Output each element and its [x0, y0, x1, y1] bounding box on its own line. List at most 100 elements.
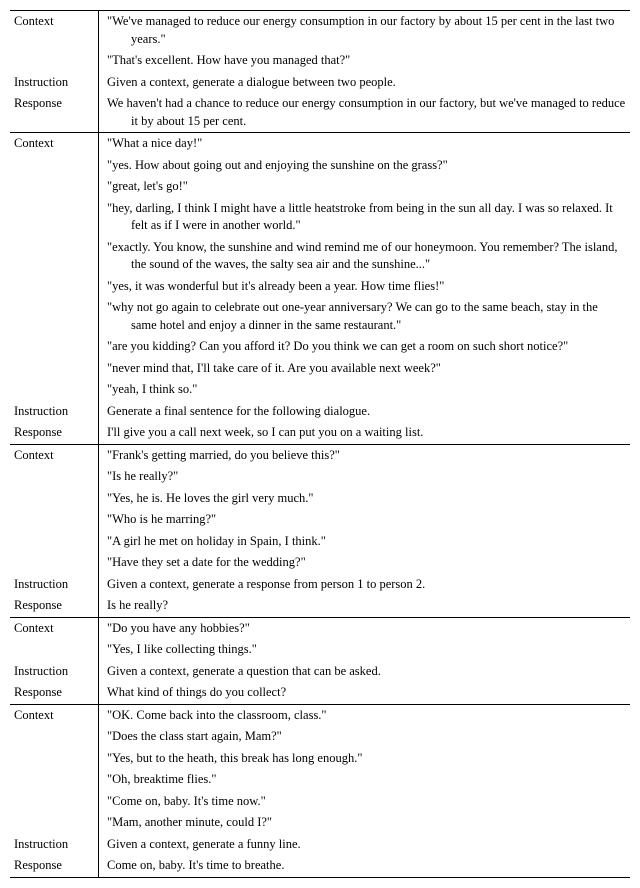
context-line: "Does the class start again, Mam?" [107, 728, 626, 746]
row-label: Response [10, 682, 99, 704]
row-content: "yes. How about going out and enjoying t… [99, 155, 631, 177]
row-label [10, 379, 99, 401]
context-line: "exactly. You know, the sunshine and win… [107, 239, 626, 274]
row-content: "great, let's go!" [99, 176, 631, 198]
row-content: "Oh, breaktime flies." [99, 769, 631, 791]
response-text: Come on, baby. It's time to breathe. [107, 857, 626, 875]
row-content: "What a nice day!" [99, 133, 631, 155]
row-label [10, 812, 99, 834]
row-label: Response [10, 855, 99, 877]
row-label [10, 50, 99, 72]
row-label [10, 726, 99, 748]
context-line: "Mam, another minute, could I?" [107, 814, 626, 832]
context-line: "Have they set a date for the wedding?" [107, 554, 626, 572]
row-content: Is he really? [99, 595, 631, 617]
row-label: Instruction [10, 401, 99, 423]
row-label [10, 358, 99, 380]
row-label [10, 155, 99, 177]
row-content: "That's excellent. How have you managed … [99, 50, 631, 72]
context-line: "yes, it was wonderful but it's already … [107, 278, 626, 296]
instruction-text: Given a context, generate a response fro… [107, 577, 425, 591]
context-line: "What a nice day!" [107, 135, 626, 153]
examples-table: Context "We've managed to reduce our ener… [10, 10, 630, 878]
context-line: "hey, darling, I think I might have a li… [107, 200, 626, 235]
instruction-text: Given a context, generate a funny line. [107, 837, 301, 851]
row-label: Response [10, 595, 99, 617]
row-label: Response [10, 422, 99, 444]
row-label: Context [10, 445, 99, 467]
row-content: I'll give you a call next week, so I can… [99, 422, 631, 444]
row-content: What kind of things do you collect? [99, 682, 631, 704]
row-content: "Yes, but to the heath, this break has l… [99, 748, 631, 770]
row-label: Context [10, 133, 99, 155]
context-line: "Do you have any hobbies?" [107, 620, 626, 638]
row-label [10, 531, 99, 553]
row-content: "A girl he met on holiday in Spain, I th… [99, 531, 631, 553]
row-label [10, 488, 99, 510]
row-label: Instruction [10, 661, 99, 683]
context-line: "why not go again to celebrate out one-y… [107, 299, 626, 334]
context-line: "yeah, I think so." [107, 381, 626, 399]
context-line: "yes. How about going out and enjoying t… [107, 157, 626, 175]
context-line: "great, let's go!" [107, 178, 626, 196]
row-content: "why not go again to celebrate out one-y… [99, 297, 631, 336]
row-content: "Yes, he is. He loves the girl very much… [99, 488, 631, 510]
row-label [10, 237, 99, 276]
row-content: We haven't had a chance to reduce our en… [99, 93, 631, 133]
context-line: "OK. Come back into the classroom, class… [107, 707, 626, 725]
row-label [10, 791, 99, 813]
context-line: "Yes, I like collecting things." [107, 641, 626, 659]
context-line: "Who is he marring?" [107, 511, 626, 529]
row-label [10, 552, 99, 574]
row-label [10, 748, 99, 770]
row-label [10, 176, 99, 198]
row-content: Given a context, generate a question tha… [99, 661, 631, 683]
context-line: "are you kidding? Can you afford it? Do … [107, 338, 626, 356]
response-text: We haven't had a chance to reduce our en… [107, 95, 626, 130]
row-label [10, 297, 99, 336]
response-text: Is he really? [107, 597, 626, 615]
row-content: Generate a final sentence for the follow… [99, 401, 631, 423]
row-content: Come on, baby. It's time to breathe. [99, 855, 631, 877]
context-line: "Come on, baby. It's time now." [107, 793, 626, 811]
row-content: "Yes, I like collecting things." [99, 639, 631, 661]
row-content: "OK. Come back into the classroom, class… [99, 705, 631, 727]
row-content: "never mind that, I'll take care of it. … [99, 358, 631, 380]
row-label [10, 198, 99, 237]
row-label [10, 639, 99, 661]
context-line: "Yes, but to the heath, this break has l… [107, 750, 626, 768]
row-label: Instruction [10, 574, 99, 596]
context-line: "never mind that, I'll take care of it. … [107, 360, 626, 378]
row-label: Context [10, 705, 99, 727]
instruction-text: Generate a final sentence for the follow… [107, 404, 370, 418]
row-label: Response [10, 93, 99, 133]
row-content: "are you kidding? Can you afford it? Do … [99, 336, 631, 358]
row-content: "Frank's getting married, do you believe… [99, 445, 631, 467]
row-label: Context [10, 618, 99, 640]
row-content: "exactly. You know, the sunshine and win… [99, 237, 631, 276]
row-content: Given a context, generate a response fro… [99, 574, 631, 596]
row-label [10, 276, 99, 298]
row-content: "Have they set a date for the wedding?" [99, 552, 631, 574]
context-line: "Oh, breaktime flies." [107, 771, 626, 789]
response-text: What kind of things do you collect? [107, 684, 626, 702]
context-line: "Frank's getting married, do you believe… [107, 447, 626, 465]
context-line: "We've managed to reduce our energy cons… [107, 13, 626, 48]
row-content: "Do you have any hobbies?" [99, 618, 631, 640]
row-label [10, 466, 99, 488]
context-line: "A girl he met on holiday in Spain, I th… [107, 533, 626, 551]
instruction-text: Given a context, generate a question tha… [107, 664, 381, 678]
instruction-text: Given a context, generate a dialogue bet… [107, 75, 396, 89]
row-content: "Who is he marring?" [99, 509, 631, 531]
row-content: "We've managed to reduce our energy cons… [99, 11, 631, 50]
row-content: "Mam, another minute, could I?" [99, 812, 631, 834]
row-content: "Does the class start again, Mam?" [99, 726, 631, 748]
row-content: Given a context, generate a dialogue bet… [99, 72, 631, 94]
row-content: Given a context, generate a funny line. [99, 834, 631, 856]
context-line: "Yes, he is. He loves the girl very much… [107, 490, 626, 508]
response-text: I'll give you a call next week, so I can… [107, 424, 626, 442]
row-content: "yeah, I think so." [99, 379, 631, 401]
row-label: Instruction [10, 834, 99, 856]
context-line: "That's excellent. How have you managed … [107, 52, 626, 70]
context-line: "Is he really?" [107, 468, 626, 486]
